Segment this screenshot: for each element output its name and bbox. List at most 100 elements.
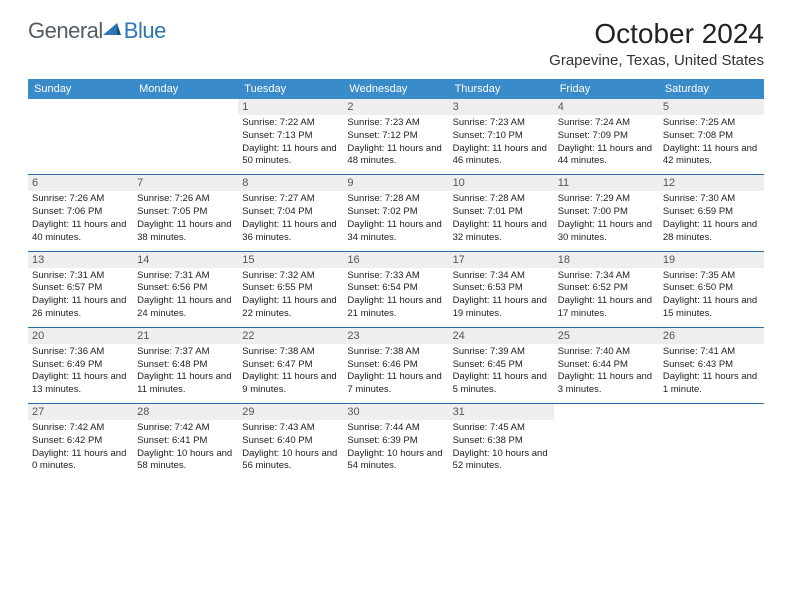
weekday-label: Tuesday: [238, 79, 343, 99]
day-details: Sunrise: 7:33 AMSunset: 6:54 PMDaylight:…: [347, 270, 444, 321]
day-number: 22: [238, 328, 343, 344]
daylight-line: Daylight: 10 hours and 56 minutes.: [242, 448, 339, 474]
day-number: 13: [28, 252, 133, 268]
daylight-line: Daylight: 11 hours and 17 minutes.: [558, 295, 655, 321]
day-number: 27: [28, 404, 133, 420]
day-number: 8: [238, 175, 343, 191]
sunset-line: Sunset: 7:09 PM: [558, 130, 655, 143]
day-details: Sunrise: 7:26 AMSunset: 7:05 PMDaylight:…: [137, 193, 234, 244]
sunrise-line: Sunrise: 7:25 AM: [663, 117, 760, 130]
day-cell: .: [133, 99, 238, 174]
sunrise-line: Sunrise: 7:27 AM: [242, 193, 339, 206]
sunset-line: Sunset: 7:13 PM: [242, 130, 339, 143]
daylight-line: Daylight: 11 hours and 36 minutes.: [242, 219, 339, 245]
day-cell: 30Sunrise: 7:44 AMSunset: 6:39 PMDayligh…: [343, 404, 448, 479]
sunrise-line: Sunrise: 7:39 AM: [453, 346, 550, 359]
day-cell: .: [28, 99, 133, 174]
day-cell: 5 Sunrise: 7:25 AMSunset: 7:08 PMDaylight…: [659, 99, 764, 174]
day-number: 23: [343, 328, 448, 344]
sunset-line: Sunset: 6:38 PM: [453, 435, 550, 448]
day-cell: .: [554, 404, 659, 479]
weekday-label: Thursday: [449, 79, 554, 99]
daylight-line: Daylight: 11 hours and 30 minutes.: [558, 219, 655, 245]
sunrise-line: Sunrise: 7:26 AM: [137, 193, 234, 206]
daylight-line: Daylight: 11 hours and 9 minutes.: [242, 371, 339, 397]
day-details: Sunrise: 7:31 AMSunset: 6:56 PMDaylight:…: [137, 270, 234, 321]
day-cell: 24 Sunrise: 7:39 AMSunset: 6:45 PMDayligh…: [449, 328, 554, 403]
daylight-line: Daylight: 11 hours and 42 minutes.: [663, 143, 760, 169]
daylight-line: Daylight: 11 hours and 24 minutes.: [137, 295, 234, 321]
sunrise-line: Sunrise: 7:28 AM: [453, 193, 550, 206]
day-details: Sunrise: 7:34 AMSunset: 6:52 PMDaylight:…: [558, 270, 655, 321]
day-details: Sunrise: 7:27 AMSunset: 7:04 PMDaylight:…: [242, 193, 339, 244]
day-cell: 26Sunrise: 7:41 AMSunset: 6:43 PMDayligh…: [659, 328, 764, 403]
weekday-label: Monday: [133, 79, 238, 99]
day-cell: 6Sunrise: 7:26 AMSunset: 7:06 PMDaylight…: [28, 175, 133, 250]
sunrise-line: Sunrise: 7:40 AM: [558, 346, 655, 359]
location: Grapevine, Texas, United States: [549, 52, 764, 69]
day-number: 20: [28, 328, 133, 344]
sunrise-line: Sunrise: 7:35 AM: [663, 270, 760, 283]
day-cell: 22 Sunrise: 7:38 AMSunset: 6:47 PMDayligh…: [238, 328, 343, 403]
daylight-line: Daylight: 11 hours and 32 minutes.: [453, 219, 550, 245]
sunset-line: Sunset: 7:06 PM: [32, 206, 129, 219]
day-cell: 19Sunrise: 7:35 AMSunset: 6:50 PMDayligh…: [659, 252, 764, 327]
sunset-line: Sunset: 6:50 PM: [663, 282, 760, 295]
day-details: Sunrise: 7:42 AMSunset: 6:41 PMDaylight:…: [137, 422, 234, 473]
day-details: Sunrise: 7:39 AMSunset: 6:45 PMDaylight:…: [453, 346, 550, 397]
logo-triangle-icon: [103, 21, 121, 42]
day-number: 16: [343, 252, 448, 268]
sunset-line: Sunset: 6:42 PM: [32, 435, 129, 448]
day-details: Sunrise: 7:45 AMSunset: 6:38 PMDaylight:…: [453, 422, 550, 473]
sunrise-line: Sunrise: 7:26 AM: [32, 193, 129, 206]
day-cell: 11Sunrise: 7:29 AMSunset: 7:00 PMDayligh…: [554, 175, 659, 250]
sunrise-line: Sunrise: 7:43 AM: [242, 422, 339, 435]
day-cell: 14Sunrise: 7:31 AMSunset: 6:56 PMDayligh…: [133, 252, 238, 327]
day-cell: 9 Sunrise: 7:28 AMSunset: 7:02 PMDaylight…: [343, 175, 448, 250]
day-cell: 29Sunrise: 7:43 AMSunset: 6:40 PMDayligh…: [238, 404, 343, 479]
sunset-line: Sunset: 6:39 PM: [347, 435, 444, 448]
sunset-line: Sunset: 6:46 PM: [347, 359, 444, 372]
sunset-line: Sunset: 6:54 PM: [347, 282, 444, 295]
day-number: 5: [659, 99, 764, 115]
sunset-line: Sunset: 7:08 PM: [663, 130, 760, 143]
sunset-line: Sunset: 6:49 PM: [32, 359, 129, 372]
daylight-line: Daylight: 11 hours and 5 minutes.: [453, 371, 550, 397]
day-cell: 20Sunrise: 7:36 AMSunset: 6:49 PMDayligh…: [28, 328, 133, 403]
daylight-line: Daylight: 11 hours and 34 minutes.: [347, 219, 444, 245]
weekday-label: Wednesday: [343, 79, 448, 99]
daylight-line: Daylight: 11 hours and 7 minutes.: [347, 371, 444, 397]
sunrise-line: Sunrise: 7:42 AM: [32, 422, 129, 435]
day-number: 31: [449, 404, 554, 420]
weekday-label: Saturday: [659, 79, 764, 99]
week-row: 20Sunrise: 7:36 AMSunset: 6:49 PMDayligh…: [28, 327, 764, 403]
daylight-line: Daylight: 11 hours and 22 minutes.: [242, 295, 339, 321]
daylight-line: Daylight: 11 hours and 26 minutes.: [32, 295, 129, 321]
daylight-line: Daylight: 11 hours and 21 minutes.: [347, 295, 444, 321]
sunset-line: Sunset: 6:43 PM: [663, 359, 760, 372]
sunset-line: Sunset: 6:44 PM: [558, 359, 655, 372]
daylight-line: Daylight: 11 hours and 19 minutes.: [453, 295, 550, 321]
daylight-line: Daylight: 10 hours and 58 minutes.: [137, 448, 234, 474]
sunrise-line: Sunrise: 7:41 AM: [663, 346, 760, 359]
day-details: Sunrise: 7:29 AMSunset: 7:00 PMDaylight:…: [558, 193, 655, 244]
sunrise-line: Sunrise: 7:28 AM: [347, 193, 444, 206]
week-row: ..1Sunrise: 7:22 AMSunset: 7:13 PMDaylig…: [28, 99, 764, 174]
day-number: 9: [343, 175, 448, 191]
week-row: 6Sunrise: 7:26 AMSunset: 7:06 PMDaylight…: [28, 174, 764, 250]
day-number: 24: [449, 328, 554, 344]
day-details: Sunrise: 7:28 AMSunset: 7:01 PMDaylight:…: [453, 193, 550, 244]
sunset-line: Sunset: 6:56 PM: [137, 282, 234, 295]
day-details: Sunrise: 7:28 AMSunset: 7:02 PMDaylight:…: [347, 193, 444, 244]
sunset-line: Sunset: 6:55 PM: [242, 282, 339, 295]
day-details: Sunrise: 7:34 AMSunset: 6:53 PMDaylight:…: [453, 270, 550, 321]
day-details: Sunrise: 7:25 AMSunset: 7:08 PMDaylight:…: [663, 117, 760, 168]
day-details: Sunrise: 7:30 AMSunset: 6:59 PMDaylight:…: [663, 193, 760, 244]
day-cell: 7Sunrise: 7:26 AMSunset: 7:05 PMDaylight…: [133, 175, 238, 250]
logo-text-general: General: [28, 18, 103, 44]
day-cell: 13Sunrise: 7:31 AMSunset: 6:57 PMDayligh…: [28, 252, 133, 327]
day-details: Sunrise: 7:24 AMSunset: 7:09 PMDaylight:…: [558, 117, 655, 168]
day-cell: .: [659, 404, 764, 479]
day-details: Sunrise: 7:38 AMSunset: 6:47 PMDaylight:…: [242, 346, 339, 397]
sunset-line: Sunset: 6:59 PM: [663, 206, 760, 219]
